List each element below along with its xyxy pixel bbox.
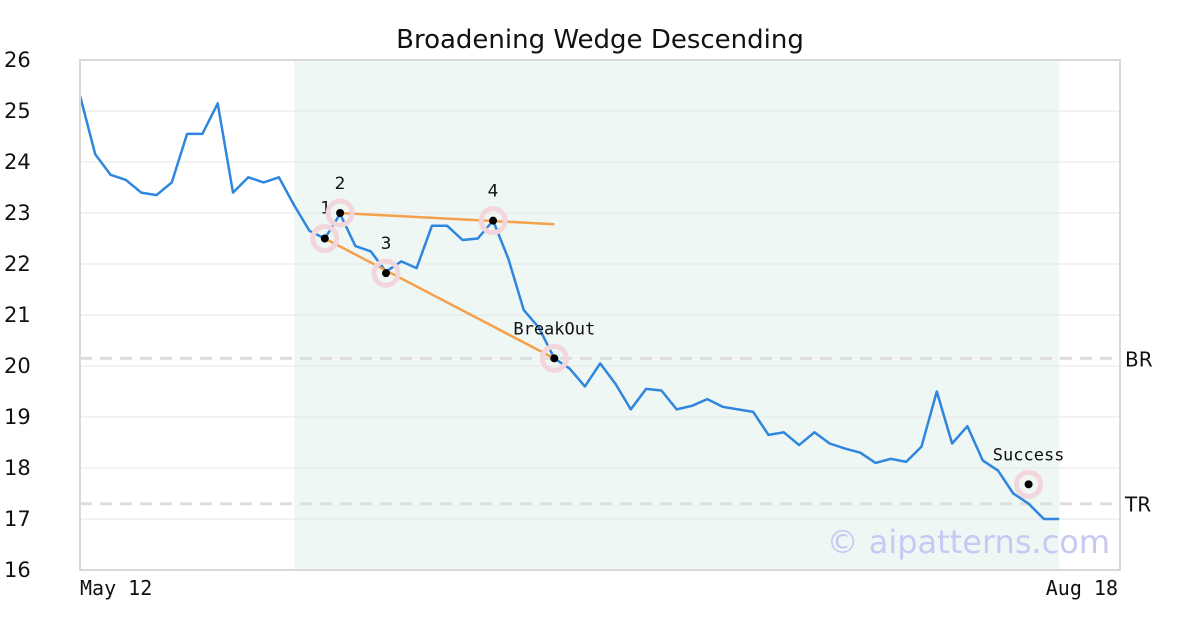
pivot-dot-breakout — [550, 354, 559, 363]
y-tick-label: 18 — [4, 456, 31, 480]
pivot-ring-1 — [310, 224, 340, 253]
y-tick-label: 25 — [4, 99, 31, 123]
x-tick-start: May 12 — [80, 576, 152, 600]
y-tick-label: 17 — [4, 507, 31, 531]
pivot-dot-2 — [336, 209, 345, 217]
x-tick-end: Aug 18 — [1046, 576, 1118, 600]
pivot-label-1: 1 — [320, 199, 331, 219]
plot-border — [79, 59, 1121, 571]
pivot-dot-4 — [489, 216, 498, 225]
pivot-ring-3 — [371, 258, 401, 288]
y-tick-label: 22 — [4, 252, 31, 276]
y-tick-label: 26 — [4, 48, 31, 72]
pivot-ring-4 — [478, 206, 508, 236]
y-tick-label: 21 — [4, 303, 31, 327]
price-line — [78, 95, 1060, 521]
wedge-upper-line — [340, 211, 555, 226]
y-tick-label: 20 — [4, 354, 31, 378]
pivot-label-3: 3 — [381, 234, 392, 254]
y-tick-label: 16 — [4, 558, 31, 582]
chart-title: Broadening Wedge Descending — [396, 25, 804, 55]
pivot-label-success: Success — [993, 445, 1065, 465]
y-tick-label: 19 — [4, 405, 31, 429]
pivot-dot-1 — [320, 234, 329, 243]
pivot-label-breakout: BreakOut — [513, 319, 595, 339]
reference-label-br: BR — [1125, 347, 1153, 371]
reference-label-tr: TR — [1124, 493, 1151, 517]
pivot-dot-success — [1024, 480, 1033, 489]
pivot-label-4: 4 — [488, 182, 499, 202]
pivot-label-2: 2 — [335, 174, 346, 194]
y-tick-label: 23 — [4, 201, 31, 225]
y-tick-label: 24 — [4, 150, 31, 174]
watermark: © aipatterns.com — [827, 523, 1110, 561]
pivot-dot-3 — [382, 269, 390, 278]
pivot-ring-2 — [325, 198, 355, 228]
wedge-lower-line — [324, 237, 555, 360]
pivot-ring-breakout — [539, 343, 569, 373]
pivot-ring-success — [1014, 469, 1044, 499]
